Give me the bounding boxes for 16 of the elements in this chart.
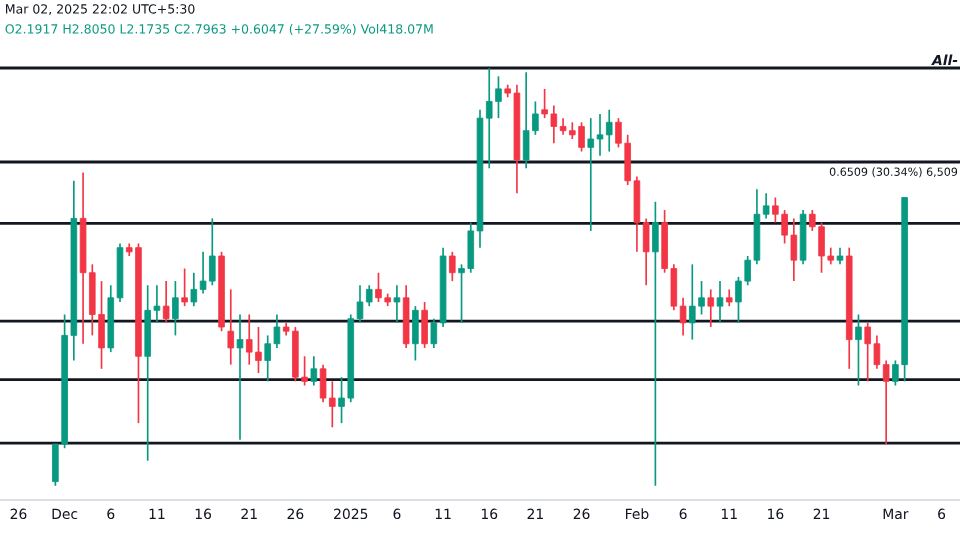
candlestick [855,313,862,387]
candlestick [652,200,659,487]
candlestick [402,284,410,349]
candlestick [172,280,179,337]
candlestick [421,301,428,349]
candlestick [236,313,244,441]
candlestick [162,280,170,324]
candlestick [310,355,318,387]
candlestick [393,284,401,324]
candlestick [799,209,807,266]
candlestick [227,288,235,366]
candlestick [716,280,724,324]
candlestick [181,267,188,307]
candlestick [449,250,456,282]
candlestick [412,305,419,362]
candlestick [707,288,715,328]
